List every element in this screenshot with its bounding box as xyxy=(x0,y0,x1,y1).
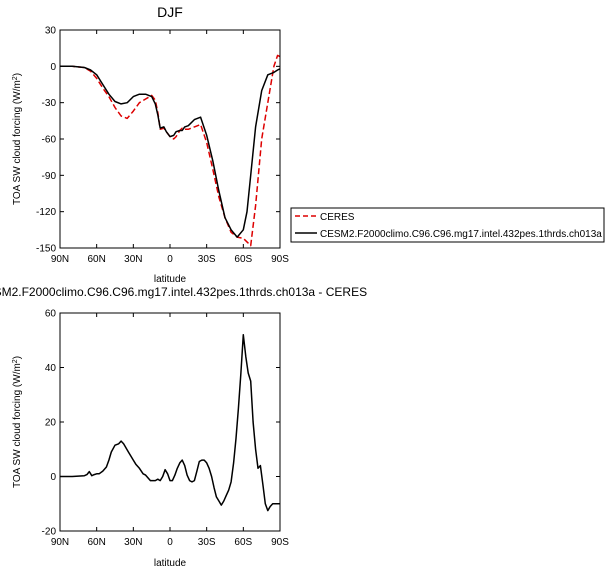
x-tick-labels: 90N 60N 30N 0 30S 60S 90S xyxy=(51,254,289,265)
data-series xyxy=(60,54,281,247)
x-tick-label: 30S xyxy=(198,537,216,548)
y-tick-label: 0 xyxy=(50,472,56,483)
x-tick-label: 90N xyxy=(51,254,69,265)
y-tick-label: 0 xyxy=(50,62,56,73)
y-tick-label: 40 xyxy=(45,363,57,374)
x-tick-label: 0 xyxy=(167,537,173,548)
y-tick-label: -90 xyxy=(42,171,57,182)
data-series xyxy=(60,334,280,512)
plot-frame xyxy=(59,312,281,532)
x-tick-label: 60S xyxy=(234,537,252,548)
y-tick-labels: 30 0 -30 -60 -90 -120 -150 xyxy=(36,26,56,255)
x-tick-label: 90N xyxy=(51,537,69,548)
y-tick-label: 30 xyxy=(45,26,57,37)
series-line-a xyxy=(60,334,280,512)
y-tick-labels: 60 40 20 0 -20 xyxy=(42,309,57,538)
chart-panel-bottom: CESM2.F2000climo.C96.C96.mg17.intel.432p… xyxy=(0,285,367,569)
x-tick-label: 90S xyxy=(271,537,289,548)
y-tick-label: -30 xyxy=(42,98,57,109)
y-tick-label: -150 xyxy=(36,244,56,255)
x-tick-label: 30S xyxy=(198,254,216,265)
y-axis-label: TOA SW cloud forcing (W/m2) xyxy=(12,356,24,488)
x-axis-label: latitude xyxy=(154,274,187,285)
x-tick-label: 0 xyxy=(167,254,173,265)
axis-ticks xyxy=(59,312,281,532)
legend: CERES CESM2.F2000climo.C96.C96.mg17.inte… xyxy=(290,207,605,243)
series-line-b xyxy=(60,65,281,238)
x-tick-label: 90S xyxy=(271,254,289,265)
series-line-a xyxy=(60,54,281,247)
y-tick-label: -120 xyxy=(36,207,56,218)
y-axis-label: TOA SW cloud forcing (W/m2) xyxy=(12,73,24,205)
chart-title: CESM2.F2000climo.C96.C96.mg17.intel.432p… xyxy=(0,285,367,299)
x-tick-label: 60S xyxy=(234,254,252,265)
y-tick-label: -60 xyxy=(42,135,57,146)
x-tick-label: 30N xyxy=(124,537,142,548)
x-tick-labels: 90N 60N 30N 0 30S 60S 90S xyxy=(51,537,289,548)
x-tick-label: 60N xyxy=(87,254,105,265)
y-tick-label: 60 xyxy=(45,309,57,320)
chart-title: DJF xyxy=(157,4,183,20)
legend-label-cesm2: CESM2.F2000climo.C96.C96.mg17.intel.432p… xyxy=(320,229,602,240)
y-tick-label: -20 xyxy=(42,527,57,538)
x-tick-label: 30N xyxy=(124,254,142,265)
chart-panel-top: DJF TOA SW cloud forcing (W/m2) latitude… xyxy=(12,4,290,285)
x-axis-label: latitude xyxy=(154,558,187,569)
legend-label-ceres: CERES xyxy=(320,212,355,223)
legend-box xyxy=(290,207,605,243)
x-tick-label: 60N xyxy=(87,537,105,548)
y-tick-label: 20 xyxy=(45,418,57,429)
plot-frame xyxy=(59,29,281,249)
